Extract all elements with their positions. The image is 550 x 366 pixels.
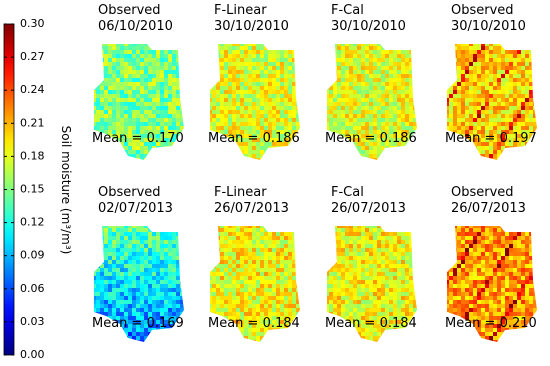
panel-title: F-Cal	[331, 185, 364, 200]
mean-annotation: Mean = 0.169	[92, 316, 184, 331]
panel-title: Observed	[98, 185, 161, 200]
panel-title: 26/07/2013	[331, 201, 406, 216]
colorbar-tick-label: 0.18	[20, 149, 45, 162]
panel-title: F-Cal	[331, 3, 364, 18]
colorbar-tick-label: 0.24	[20, 83, 45, 96]
panel-title: Observed	[98, 3, 161, 18]
panel-title: 06/10/2010	[98, 19, 173, 34]
mean-annotation: Mean = 0.210	[445, 316, 537, 331]
panel-title: 30/10/2010	[214, 19, 289, 34]
colorbar-tick-label: 0.15	[20, 183, 45, 196]
colorbar-tick-label: 0.00	[20, 348, 45, 361]
mean-annotation: Mean = 0.197	[445, 131, 537, 146]
mean-annotation: Mean = 0.184	[325, 316, 417, 331]
panel-title: 30/10/2010	[331, 19, 406, 34]
panel-title: F-Linear	[214, 3, 267, 18]
colorbar-tick-label: 0.12	[20, 216, 45, 229]
panel-title: 26/07/2013	[451, 201, 526, 216]
colorbar-tick-label: 0.03	[20, 315, 45, 328]
panel-title: 30/10/2010	[451, 19, 526, 34]
panel-title: Observed	[451, 185, 514, 200]
panel-title: 26/07/2013	[214, 201, 289, 216]
colorbar-tick-label: 0.06	[20, 282, 45, 295]
colorbar-tick-label: 0.21	[20, 116, 45, 129]
colorbar-tick-label: 0.27	[20, 50, 45, 63]
panel-title: F-Linear	[214, 185, 267, 200]
colorbar-label: Soil moisture (m³/m³)	[59, 126, 73, 255]
panel-title: Observed	[451, 3, 514, 18]
mean-annotation: Mean = 0.186	[325, 131, 417, 146]
mean-annotation: Mean = 0.184	[208, 316, 300, 331]
colorbar-tick-label: 0.09	[20, 249, 45, 262]
panel-title: 02/07/2013	[98, 201, 173, 216]
colorbar-tick-label: 0.30	[20, 17, 45, 30]
mean-annotation: Mean = 0.170	[92, 131, 184, 146]
mean-annotation: Mean = 0.186	[208, 131, 300, 146]
